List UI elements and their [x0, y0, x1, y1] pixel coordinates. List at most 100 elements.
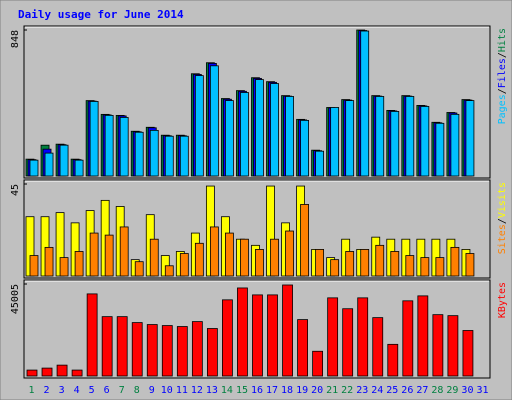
bar [420, 257, 430, 277]
bar [194, 242, 204, 277]
legend: Pages/Files/Hits [497, 28, 508, 124]
bar [146, 324, 158, 377]
bar [300, 204, 309, 277]
legend-entry: KBytes [497, 282, 508, 318]
bar [161, 325, 173, 377]
legend: KBytes [497, 282, 508, 318]
bar [330, 259, 340, 277]
x-tick-label: 26 [401, 385, 413, 396]
bar [342, 308, 354, 377]
bar [375, 96, 385, 177]
bar [131, 322, 143, 377]
bar [104, 114, 114, 177]
bar [360, 249, 370, 277]
bar [41, 367, 53, 377]
bar [360, 30, 370, 177]
bar [240, 238, 249, 277]
legend-entry: Files [497, 58, 508, 88]
bar [179, 253, 189, 277]
x-tick-label: 27 [416, 385, 428, 396]
bar [450, 113, 460, 177]
bar [462, 330, 474, 377]
bar [29, 159, 39, 177]
bar [209, 65, 219, 177]
x-tick-label: 29 [446, 385, 458, 396]
bar [405, 255, 415, 277]
bar [119, 117, 129, 177]
bar [179, 135, 189, 177]
bar [312, 350, 324, 377]
x-tick-label: 15 [236, 385, 248, 396]
bar [237, 287, 248, 377]
chart-title: Daily usage for June 2014 [18, 8, 184, 21]
bar [357, 297, 369, 377]
x-tick-label: 14 [221, 385, 233, 396]
bar [330, 107, 340, 177]
bar [327, 297, 339, 377]
legend-separator: / [497, 88, 508, 94]
bar [116, 316, 128, 377]
bar [71, 369, 83, 377]
bar [74, 159, 84, 177]
x-tick-label: 12 [191, 385, 203, 396]
bar [252, 294, 263, 377]
bar [435, 257, 445, 277]
bar [26, 369, 38, 377]
bar [225, 232, 234, 277]
bar [267, 294, 278, 377]
x-tick-label: 7 [119, 385, 125, 396]
bar [194, 75, 204, 177]
bar [255, 79, 264, 177]
x-tick-label: 19 [296, 385, 308, 396]
bar [59, 257, 69, 277]
legend-entry: Sites [497, 224, 508, 254]
bar [119, 226, 129, 277]
bar [86, 293, 98, 377]
x-tick-label: 9 [149, 385, 155, 396]
bar [240, 92, 249, 177]
bar [209, 226, 219, 277]
bar [465, 100, 475, 177]
bar [176, 326, 188, 377]
bar [104, 234, 114, 277]
x-tick-label: 1 [29, 385, 35, 396]
x-tick-label: 11 [176, 385, 188, 396]
x-tick-label: 25 [386, 385, 398, 396]
legend-entry: Visits [497, 182, 508, 218]
x-tick-label: 28 [431, 385, 443, 396]
bar [164, 265, 174, 277]
y-tick-label: 45 [10, 184, 21, 196]
y-tick-label: 848 [10, 30, 21, 48]
x-tick-label: 16 [251, 385, 263, 396]
x-tick-label: 20 [311, 385, 323, 396]
x-tick-label: 22 [341, 385, 353, 396]
bar [300, 119, 309, 177]
bar [134, 131, 144, 177]
bar [405, 96, 415, 177]
x-tick-label: 6 [104, 385, 110, 396]
x-tick-label: 30 [461, 385, 473, 396]
bar [390, 251, 400, 277]
bar [149, 238, 159, 277]
bar [297, 319, 308, 377]
legend-entry: Hits [497, 28, 508, 52]
x-tick-label: 21 [326, 385, 338, 396]
bar [134, 261, 144, 277]
bar [315, 150, 325, 177]
bar [417, 295, 429, 377]
x-tick-label: 13 [206, 385, 218, 396]
legend-separator: / [497, 218, 508, 224]
x-tick-label: 8 [134, 385, 140, 396]
bar [164, 135, 174, 177]
bar [282, 284, 293, 377]
bar [450, 246, 460, 277]
legend: Sites/Visits [497, 182, 508, 254]
bar [225, 100, 234, 177]
x-tick-label: 31 [476, 385, 488, 396]
bar [222, 299, 233, 377]
bar [447, 315, 459, 377]
bar [255, 249, 264, 277]
x-tick-label: 18 [281, 385, 293, 396]
bar [101, 316, 113, 377]
